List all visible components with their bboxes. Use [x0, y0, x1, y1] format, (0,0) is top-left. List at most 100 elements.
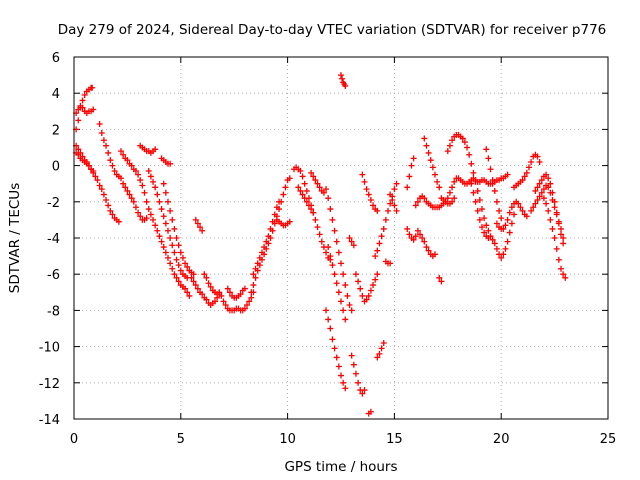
- data-point: [325, 316, 332, 323]
- data-point: [376, 240, 383, 247]
- data-point: [105, 202, 112, 209]
- data-point: [145, 168, 152, 175]
- y-tick-label: 4: [52, 87, 60, 102]
- data-point: [244, 301, 251, 308]
- data-point: [551, 235, 558, 241]
- data-point: [410, 155, 417, 162]
- y-tick-label: -10: [39, 341, 60, 356]
- data-point: [248, 289, 255, 296]
- series-arc-31: [374, 339, 387, 361]
- data-point: [329, 216, 336, 223]
- data-point: [318, 238, 325, 245]
- data-point: [474, 207, 481, 214]
- data-point: [335, 363, 342, 370]
- data-point: [374, 271, 381, 278]
- data-point: [312, 216, 319, 223]
- grid: [74, 57, 608, 419]
- data-point: [532, 200, 539, 207]
- data-point: [434, 178, 441, 185]
- data-point: [143, 215, 150, 222]
- x-tick-labels: 0 5 10 15 20 25: [70, 432, 616, 447]
- data-point: [417, 231, 424, 238]
- x-tick-label: 10: [279, 432, 296, 447]
- data-point: [126, 191, 133, 198]
- data-point: [333, 354, 340, 361]
- data-point: [423, 142, 430, 149]
- data-point: [98, 130, 105, 137]
- data-point: [203, 274, 210, 281]
- data-point: [391, 186, 398, 193]
- data-point: [224, 285, 231, 292]
- data-point: [145, 206, 152, 213]
- data-point: [241, 285, 248, 292]
- data-point: [536, 180, 543, 187]
- data-point: [167, 260, 174, 267]
- data-point: [508, 220, 515, 227]
- data-point: [543, 200, 550, 207]
- data-point: [476, 216, 483, 223]
- data-point: [355, 379, 362, 386]
- data-point: [75, 106, 82, 113]
- data-point: [117, 175, 124, 182]
- data-point: [519, 177, 526, 184]
- data-point: [487, 166, 494, 173]
- data-point: [252, 265, 259, 272]
- data-point: [389, 196, 396, 203]
- data-point: [558, 265, 565, 272]
- data-point: [167, 160, 174, 167]
- series-arc-35: [404, 225, 421, 243]
- data-point: [472, 198, 479, 205]
- data-point: [124, 157, 131, 164]
- data-point: [352, 271, 359, 278]
- data-point: [498, 215, 505, 222]
- data-point: [335, 249, 342, 256]
- data-point: [252, 274, 259, 281]
- chart-title: Day 279 of 2024, Sidereal Day-to-day VTE…: [58, 22, 607, 38]
- data-point: [547, 216, 554, 223]
- data-point: [203, 296, 210, 303]
- data-point: [367, 408, 374, 415]
- data-point: [263, 238, 270, 245]
- data-point: [327, 253, 334, 260]
- data-point: [370, 282, 377, 289]
- data-point: [216, 289, 223, 296]
- y-tick-label: -6: [47, 268, 60, 283]
- data-point: [310, 209, 317, 216]
- data-point: [555, 220, 562, 227]
- data-point: [367, 287, 374, 294]
- series-arc-45: [493, 198, 530, 232]
- data-point: [515, 200, 522, 207]
- data-point: [169, 265, 176, 272]
- data-point: [363, 296, 370, 303]
- data-point: [205, 280, 212, 287]
- data-point: [421, 238, 428, 245]
- data-point: [310, 173, 317, 180]
- data-point: [329, 336, 336, 343]
- data-point: [344, 292, 351, 299]
- series-arc-12: [192, 216, 206, 234]
- data-point: [449, 137, 456, 144]
- data-point: [175, 262, 182, 269]
- data-point: [339, 75, 346, 82]
- y-tick-label: 0: [52, 160, 60, 175]
- data-point: [350, 361, 357, 368]
- y-tick-labels: -14 -12 -10 -8 -6 -4 -2 0 2 4 6: [39, 51, 60, 428]
- data-point: [246, 298, 253, 305]
- data-point: [536, 193, 543, 200]
- data-point: [468, 180, 475, 187]
- series-arc-19: [291, 164, 334, 263]
- data-point: [553, 245, 560, 252]
- data-point: [325, 195, 332, 202]
- data-point: [135, 171, 142, 178]
- data-point: [250, 282, 257, 289]
- y-tick-label: -12: [39, 377, 60, 392]
- data-point: [182, 285, 189, 292]
- data-point: [154, 227, 161, 234]
- data-point: [211, 298, 218, 305]
- data-point: [359, 390, 366, 397]
- data-point: [357, 285, 364, 292]
- data-point: [560, 235, 567, 241]
- data-point: [470, 169, 477, 176]
- data-point: [427, 157, 434, 164]
- data-point: [370, 202, 377, 209]
